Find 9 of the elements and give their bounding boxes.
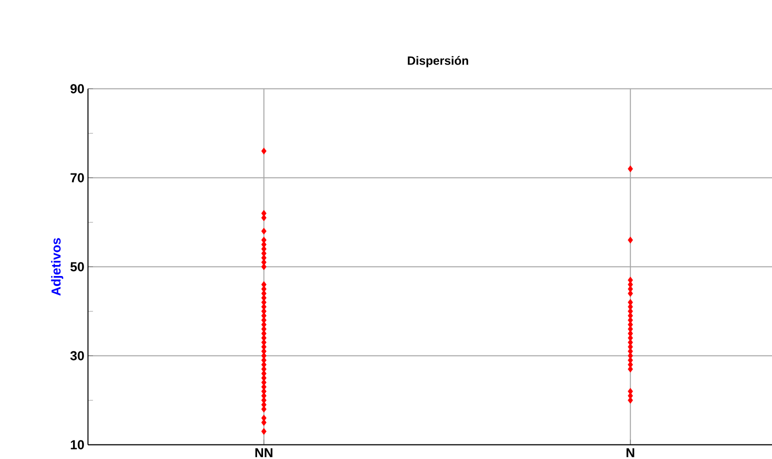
y-tick-label: 30 — [70, 351, 84, 360]
y-tick-label: 70 — [70, 173, 84, 182]
chart-title: Dispersión — [408, 56, 468, 68]
x-tick-label: NN — [255, 448, 272, 458]
x-tick-label: N — [626, 448, 634, 458]
y-axis-title: Adjetivos — [51, 238, 64, 296]
y-tick-label: 50 — [70, 262, 84, 272]
y-tick-label: 10 — [70, 440, 84, 450]
y-tick-label: 90 — [70, 84, 84, 94]
